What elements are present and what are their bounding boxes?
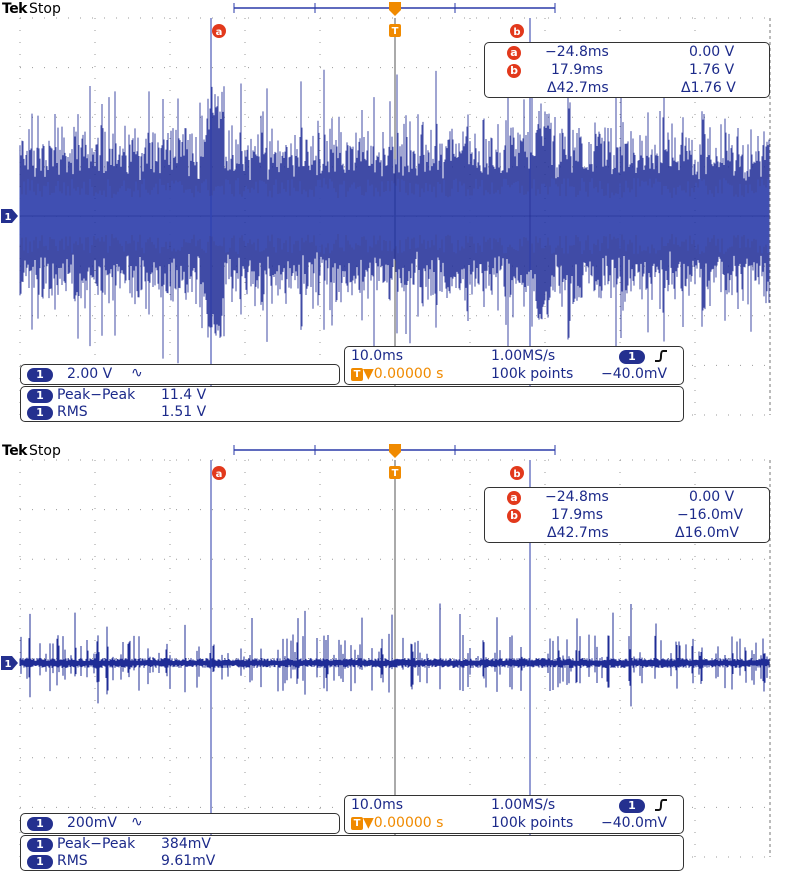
time-scale: 10.0ms bbox=[351, 348, 404, 364]
brand-logo: Tek bbox=[2, 1, 28, 17]
cursor-b-icon: b bbox=[507, 64, 521, 78]
trigger-channel-icon: 1 bbox=[619, 350, 645, 364]
measurement-box: 1 Peak−Peak 11.4 V 1 RMS 1.51 V bbox=[20, 386, 684, 422]
measure-value: 11.4 V bbox=[161, 387, 207, 403]
brand-status: Tek Stop bbox=[2, 443, 61, 459]
cursor-b-icon: b bbox=[507, 509, 521, 523]
measure-channel-icon: 1 bbox=[27, 838, 53, 852]
cursor-b-volt: −16.0mV bbox=[677, 507, 744, 523]
trigger-position: ▼0.00000 s bbox=[363, 815, 444, 831]
time-scale: 10.0ms bbox=[351, 797, 404, 813]
channel-scale: 200mV bbox=[67, 815, 117, 831]
timebase-box[interactable]: 10.0ms 1.00MS/s 1 T ▼0.00000 s 100k point… bbox=[344, 346, 684, 385]
cursor-a-time: −24.8ms bbox=[545, 44, 609, 60]
record-length: 100k points bbox=[491, 815, 574, 831]
svg-text:a: a bbox=[216, 27, 223, 38]
svg-text:b: b bbox=[513, 27, 520, 38]
ac-coupling-icon: ∿ bbox=[131, 814, 143, 830]
cursor-a-time: −24.8ms bbox=[545, 489, 609, 505]
measure-name: Peak−Peak bbox=[57, 387, 136, 403]
measure-channel-icon: 1 bbox=[27, 389, 53, 403]
cursor-a-volt: 0.00 V bbox=[689, 44, 735, 60]
svg-text:T: T bbox=[392, 468, 399, 479]
trigger-level: −40.0mV bbox=[601, 366, 668, 382]
cursor-b-time: 17.9ms bbox=[551, 507, 604, 523]
cursor-delta-time: Δ42.7ms bbox=[547, 80, 609, 96]
trigger-position: ▼0.00000 s bbox=[363, 366, 444, 382]
measure-name: RMS bbox=[57, 853, 88, 869]
waveform-trace-top bbox=[19, 69, 770, 364]
brand-status: Tek Stop bbox=[2, 1, 61, 17]
svg-text:b: b bbox=[513, 469, 520, 480]
cursor-delta-time: Δ42.7ms bbox=[547, 525, 609, 541]
sample-rate: 1.00MS/s bbox=[491, 348, 556, 364]
ac-coupling-icon: ∿ bbox=[131, 365, 143, 381]
measure-channel-icon: 1 bbox=[27, 406, 53, 420]
cursor-readout: a −24.8ms 0.00 V b 17.9ms 1.76 V Δ42.7ms… bbox=[484, 42, 770, 98]
waveform-trace-bottom bbox=[19, 603, 770, 707]
measure-value: 9.61mV bbox=[161, 853, 216, 869]
measure-channel-icon: 1 bbox=[27, 855, 53, 869]
trigger-T-icon: T bbox=[351, 367, 363, 381]
measure-value: 1.51 V bbox=[161, 404, 207, 420]
sample-rate: 1.00MS/s bbox=[491, 797, 556, 813]
svg-text:a: a bbox=[216, 469, 223, 480]
timebase-box[interactable]: 10.0ms 1.00MS/s 1 T ▼0.00000 s 100k point… bbox=[344, 795, 684, 834]
cursor-delta-volt: Δ1.76 V bbox=[681, 80, 736, 96]
measure-value: 384mV bbox=[161, 836, 211, 852]
acq-status: Stop bbox=[29, 443, 61, 459]
svg-text:T: T bbox=[392, 26, 399, 37]
channel-1-icon: 1 bbox=[27, 817, 53, 831]
cursor-delta-volt: Δ16.0mV bbox=[675, 525, 739, 541]
brand-logo: Tek bbox=[2, 443, 28, 459]
channel-scale: 2.00 V bbox=[67, 366, 113, 382]
measurement-box: 1 Peak−Peak 384mV 1 RMS 9.61mV bbox=[20, 835, 684, 871]
cursor-b-volt: 1.76 V bbox=[689, 62, 735, 78]
svg-text:1: 1 bbox=[5, 659, 12, 670]
trigger-channel-icon: 1 bbox=[619, 799, 645, 813]
svg-text:1: 1 bbox=[5, 212, 12, 223]
measure-name: RMS bbox=[57, 404, 88, 420]
cursor-a-icon: a bbox=[507, 46, 521, 60]
rising-edge-icon bbox=[655, 799, 667, 811]
trigger-T-icon: T bbox=[351, 816, 363, 830]
cursor-a-volt: 0.00 V bbox=[689, 489, 735, 505]
trigger-level: −40.0mV bbox=[601, 815, 668, 831]
measure-name: Peak−Peak bbox=[57, 836, 136, 852]
channel-scale-box[interactable]: 1 2.00 V ∿ bbox=[20, 364, 340, 385]
channel-scale-box[interactable]: 1 200mV ∿ bbox=[20, 813, 340, 834]
record-length: 100k points bbox=[491, 366, 574, 382]
rising-edge-icon bbox=[655, 350, 667, 362]
cursor-a-icon: a bbox=[507, 491, 521, 505]
channel-1-icon: 1 bbox=[27, 368, 53, 382]
acq-status: Stop bbox=[29, 1, 61, 17]
cursor-b-time: 17.9ms bbox=[551, 62, 604, 78]
cursor-readout: a −24.8ms 0.00 V b 17.9ms −16.0mV Δ42.7m… bbox=[484, 487, 770, 543]
